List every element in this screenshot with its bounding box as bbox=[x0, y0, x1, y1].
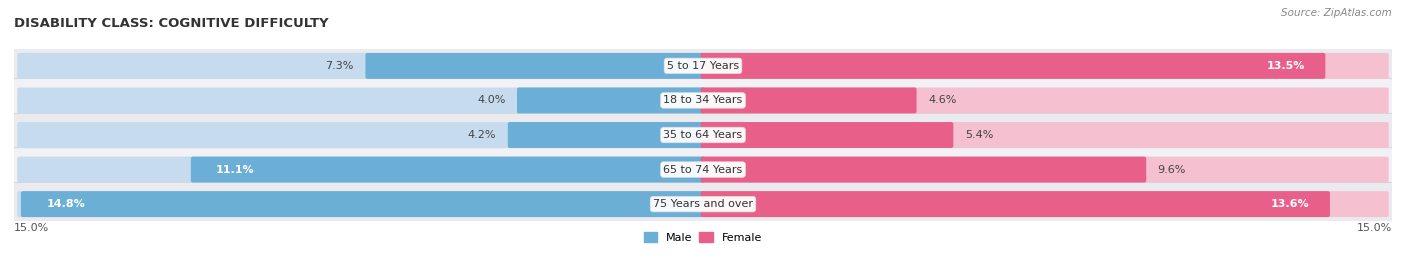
Text: 15.0%: 15.0% bbox=[14, 223, 49, 233]
FancyBboxPatch shape bbox=[700, 87, 1389, 113]
Text: 4.0%: 4.0% bbox=[477, 95, 506, 106]
FancyBboxPatch shape bbox=[700, 122, 1389, 148]
Text: 7.3%: 7.3% bbox=[326, 61, 354, 71]
FancyBboxPatch shape bbox=[10, 113, 1396, 157]
Text: 5.4%: 5.4% bbox=[965, 130, 993, 140]
Text: 4.6%: 4.6% bbox=[928, 95, 956, 106]
Text: 14.8%: 14.8% bbox=[46, 199, 84, 209]
Text: 15.0%: 15.0% bbox=[1357, 223, 1392, 233]
FancyBboxPatch shape bbox=[700, 87, 917, 113]
FancyBboxPatch shape bbox=[10, 79, 1396, 122]
Text: 11.1%: 11.1% bbox=[217, 164, 254, 175]
FancyBboxPatch shape bbox=[17, 122, 706, 148]
FancyBboxPatch shape bbox=[17, 191, 706, 217]
Text: 4.2%: 4.2% bbox=[468, 130, 496, 140]
FancyBboxPatch shape bbox=[517, 87, 706, 113]
Text: 13.5%: 13.5% bbox=[1267, 61, 1305, 71]
FancyBboxPatch shape bbox=[700, 191, 1330, 217]
FancyBboxPatch shape bbox=[10, 148, 1396, 191]
FancyBboxPatch shape bbox=[191, 157, 706, 183]
Text: Source: ZipAtlas.com: Source: ZipAtlas.com bbox=[1281, 8, 1392, 18]
Text: 35 to 64 Years: 35 to 64 Years bbox=[664, 130, 742, 140]
FancyBboxPatch shape bbox=[508, 122, 706, 148]
FancyBboxPatch shape bbox=[21, 191, 706, 217]
FancyBboxPatch shape bbox=[700, 191, 1389, 217]
FancyBboxPatch shape bbox=[700, 122, 953, 148]
Text: 65 to 74 Years: 65 to 74 Years bbox=[664, 164, 742, 175]
FancyBboxPatch shape bbox=[366, 53, 706, 79]
Text: DISABILITY CLASS: COGNITIVE DIFFICULTY: DISABILITY CLASS: COGNITIVE DIFFICULTY bbox=[14, 16, 329, 30]
FancyBboxPatch shape bbox=[700, 157, 1146, 183]
FancyBboxPatch shape bbox=[17, 87, 706, 113]
Text: 5 to 17 Years: 5 to 17 Years bbox=[666, 61, 740, 71]
Text: 75 Years and over: 75 Years and over bbox=[652, 199, 754, 209]
FancyBboxPatch shape bbox=[10, 44, 1396, 88]
Text: 9.6%: 9.6% bbox=[1157, 164, 1187, 175]
Legend: Male, Female: Male, Female bbox=[640, 227, 766, 247]
Text: 13.6%: 13.6% bbox=[1271, 199, 1309, 209]
Text: 18 to 34 Years: 18 to 34 Years bbox=[664, 95, 742, 106]
FancyBboxPatch shape bbox=[700, 157, 1389, 183]
FancyBboxPatch shape bbox=[700, 53, 1326, 79]
FancyBboxPatch shape bbox=[17, 53, 706, 79]
FancyBboxPatch shape bbox=[700, 53, 1389, 79]
FancyBboxPatch shape bbox=[17, 157, 706, 183]
FancyBboxPatch shape bbox=[10, 182, 1396, 226]
